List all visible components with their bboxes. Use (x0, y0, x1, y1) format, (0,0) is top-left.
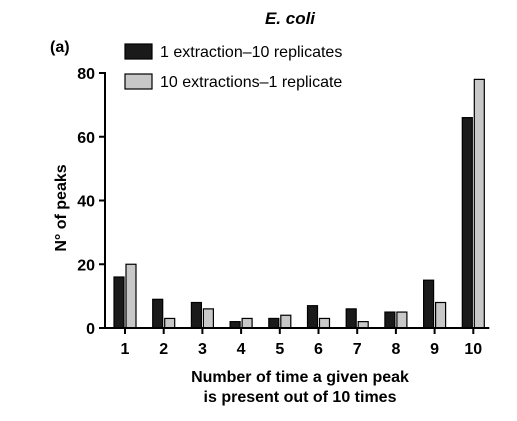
legend-label-series-1: 1 extraction–10 replicates (160, 44, 342, 61)
plot-area: 0 20 40 60 80 1 2 3 4 5 6 7 8 9 10 (77, 66, 490, 358)
y-tick-label-80: 80 (77, 66, 95, 83)
x-tick-label-1: 1 (121, 341, 130, 358)
legend-swatch-series-2 (124, 73, 153, 90)
bar-series-1-cat-8 (384, 311, 396, 329)
bar-series-2-cat-9 (435, 301, 447, 329)
bar-series-2-cat-4 (241, 317, 253, 329)
bar-series-1-cat-10 (461, 117, 473, 329)
bar-series-2-cat-8 (396, 311, 408, 329)
bar-series-1-cat-3 (190, 301, 202, 329)
x-tick-label-4: 4 (237, 341, 246, 358)
y-tick-label-60: 60 (77, 130, 95, 147)
bar-series-2-cat-5 (280, 314, 292, 329)
bar-series-2-cat-10 (473, 78, 485, 329)
y-tick-label-40: 40 (77, 194, 95, 211)
bar-series-1-cat-2 (152, 298, 164, 329)
x-tick-label-9: 9 (430, 341, 439, 358)
bar-series-1-cat-5 (268, 317, 280, 329)
x-axis-title-line-1: Number of time a given peak (191, 369, 409, 386)
bar-series-2-cat-6 (318, 317, 331, 329)
x-tick-label-3: 3 (198, 341, 207, 358)
bar-series-2-cat-2 (164, 317, 176, 329)
y-axis-title: N° of peaks (53, 164, 70, 251)
bar-series-1-cat-7 (345, 308, 357, 329)
panel-label: (a) (50, 39, 70, 56)
x-tick-label-7: 7 (353, 341, 362, 358)
legend: 1 extraction–10 replicates 10 extraction… (124, 43, 342, 91)
y-tick-label-0: 0 (86, 321, 95, 338)
y-tick-label-20: 20 (77, 257, 95, 274)
legend-label-series-2: 10 extractions–1 replicate (160, 74, 342, 91)
x-tick-label-8: 8 (391, 341, 400, 358)
x-tick-label-5: 5 (275, 341, 284, 358)
x-tick-label-2: 2 (159, 341, 168, 358)
chart-title: E. coli (265, 9, 316, 28)
bar-series-1-cat-1 (113, 276, 125, 329)
bar-series-1-cat-9 (423, 279, 435, 329)
bar-series-2-cat-3 (202, 308, 214, 329)
x-tick-label-6: 6 (314, 341, 323, 358)
bar-series-1-cat-6 (306, 305, 319, 329)
x-axis-title-line-2: is present out of 10 times (204, 389, 397, 406)
bar-series-2-cat-1 (125, 263, 137, 329)
x-tick-label-10: 10 (464, 341, 482, 358)
legend-swatch-series-1 (124, 43, 153, 60)
